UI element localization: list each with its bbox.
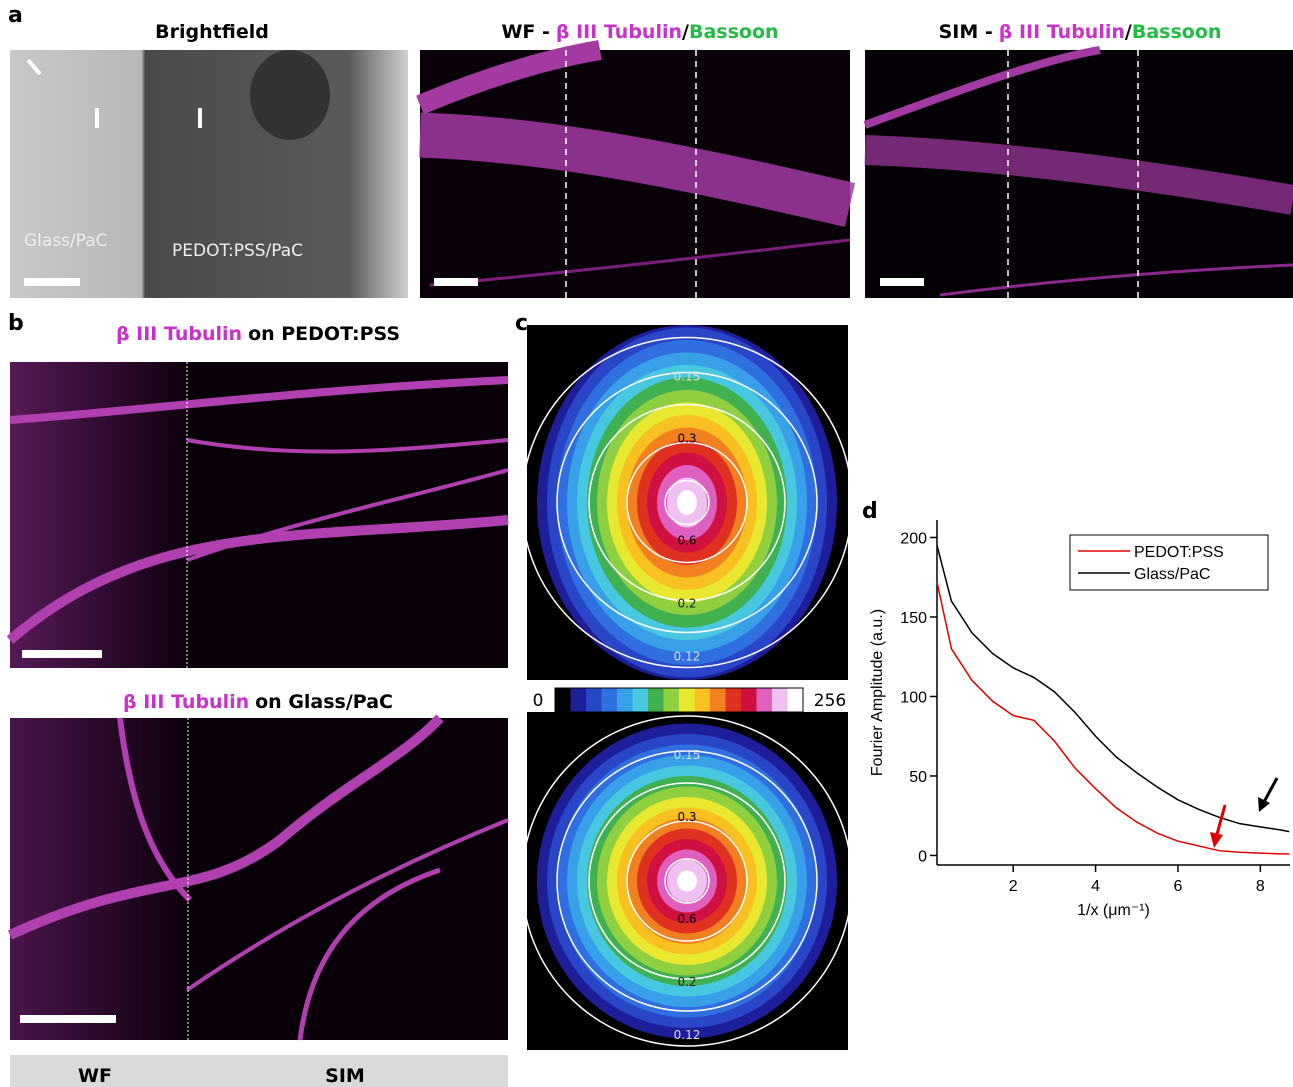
title-part: β III Tubulin [123, 691, 249, 713]
colorbar-cell [710, 688, 726, 712]
legend-label: Glass/PaC [1134, 566, 1210, 583]
ring-label: 0.2 [677, 597, 696, 611]
scale-bar [24, 278, 80, 286]
x-tick-label: 8 [1256, 878, 1265, 895]
y-axis-label: Fourier Amplitude (a.u.) [869, 609, 886, 776]
x-tick-label: 6 [1174, 878, 1183, 895]
footer-label: WF [78, 1065, 112, 1087]
title-part: on PEDOT:PSS [248, 323, 400, 345]
colorbar-cell [741, 688, 757, 712]
x-tick-label: 2 [1009, 878, 1018, 895]
ring-label: 0.15 [674, 748, 701, 762]
x-axis-label: 1/x (μm⁻¹) [1077, 902, 1150, 919]
colorbar-cell [602, 688, 618, 712]
contour-plots: 0.15 0.3 0.6 0.2 0.12 0.15 0.3 0.6 0.2 0.12 [522, 325, 852, 1050]
y-tick-label: 150 [900, 610, 927, 627]
colorbar-cell [648, 688, 664, 712]
wf-half [10, 718, 187, 1040]
image-title: WF - β III Tubulin/Bassoon [501, 21, 778, 43]
scale-bar [880, 278, 924, 286]
y-tick-label: 0 [918, 848, 927, 865]
image-title: Brightfield [155, 21, 269, 43]
footer-label: SIM [325, 1065, 365, 1087]
colorbar-cell [695, 688, 711, 712]
title-part: on Glass/PaC [255, 691, 393, 713]
ring-label: 0.6 [677, 534, 696, 548]
title-part: β III Tubulin [556, 21, 682, 43]
cell-body [250, 50, 330, 140]
image-label: Glass/PaC [24, 231, 108, 251]
arrows [1210, 778, 1277, 848]
colorbar-cell [555, 688, 571, 712]
colorbar-cell [788, 688, 804, 712]
panel-label: c [515, 311, 528, 336]
y-tick-label: 100 [900, 689, 927, 706]
chart: 0 50 100 150 200 2 4 6 8 1/x (μm⁻¹) Fourier Amplit… [869, 520, 1290, 919]
title-part: β III Tubulin [999, 21, 1125, 43]
image-title: SIM - β III Tubulin/Bassoon [939, 21, 1222, 43]
colorbar-cell [664, 688, 680, 712]
colorbar-label: 0 [533, 691, 544, 711]
colorbar-cell [726, 688, 742, 712]
scale-bar [20, 1015, 116, 1023]
title-part: / [1125, 21, 1132, 43]
ring-label: 0.3 [677, 432, 696, 446]
legend-label: PEDOT:PSS [1134, 544, 1224, 561]
image-title: β III Tubulin on PEDOT:PSS [116, 323, 400, 345]
title-part: WF - [501, 21, 549, 43]
scale-bar [22, 650, 102, 658]
series-line [937, 582, 1289, 854]
colorbar-cell [617, 688, 633, 712]
y-tick-label: 200 [900, 530, 927, 547]
title-part: SIM - [939, 21, 993, 43]
title-part: / [682, 21, 689, 43]
ring-label: 0.6 [677, 912, 696, 926]
colorbar-cell [586, 688, 602, 712]
contour-level [677, 871, 697, 892]
ring-label: 0.12 [674, 1028, 701, 1042]
ring-label: 0.3 [677, 810, 696, 824]
panel-label: d [862, 499, 878, 524]
ring-label: 0.15 [674, 370, 701, 384]
scale-bar [434, 278, 478, 286]
title-part: β III Tubulin [116, 323, 242, 345]
colorbar-cell [757, 688, 773, 712]
contour-level [677, 490, 697, 515]
ring-label: 0.2 [677, 975, 696, 989]
figure: a b c d Brightfield Glass/PaC PEDOT:PSS/… [0, 0, 1293, 1087]
title-part: Bassoon [689, 21, 779, 43]
panel-label: a [8, 3, 23, 28]
x-tick-label: 4 [1091, 878, 1100, 895]
colorbar-cell [772, 688, 788, 712]
ring-label: 0.12 [674, 650, 701, 664]
title-part: Bassoon [1132, 21, 1222, 43]
colorbar-cell [571, 688, 587, 712]
image-title: β III Tubulin on Glass/PaC [123, 691, 393, 713]
colorbar-cell [633, 688, 649, 712]
image-label: PEDOT:PSS/PaC [172, 241, 303, 261]
colorbar-label: 256 [814, 691, 846, 711]
colorbar-cell [679, 688, 695, 712]
y-tick-label: 50 [909, 769, 927, 786]
panel-label: b [8, 311, 24, 336]
